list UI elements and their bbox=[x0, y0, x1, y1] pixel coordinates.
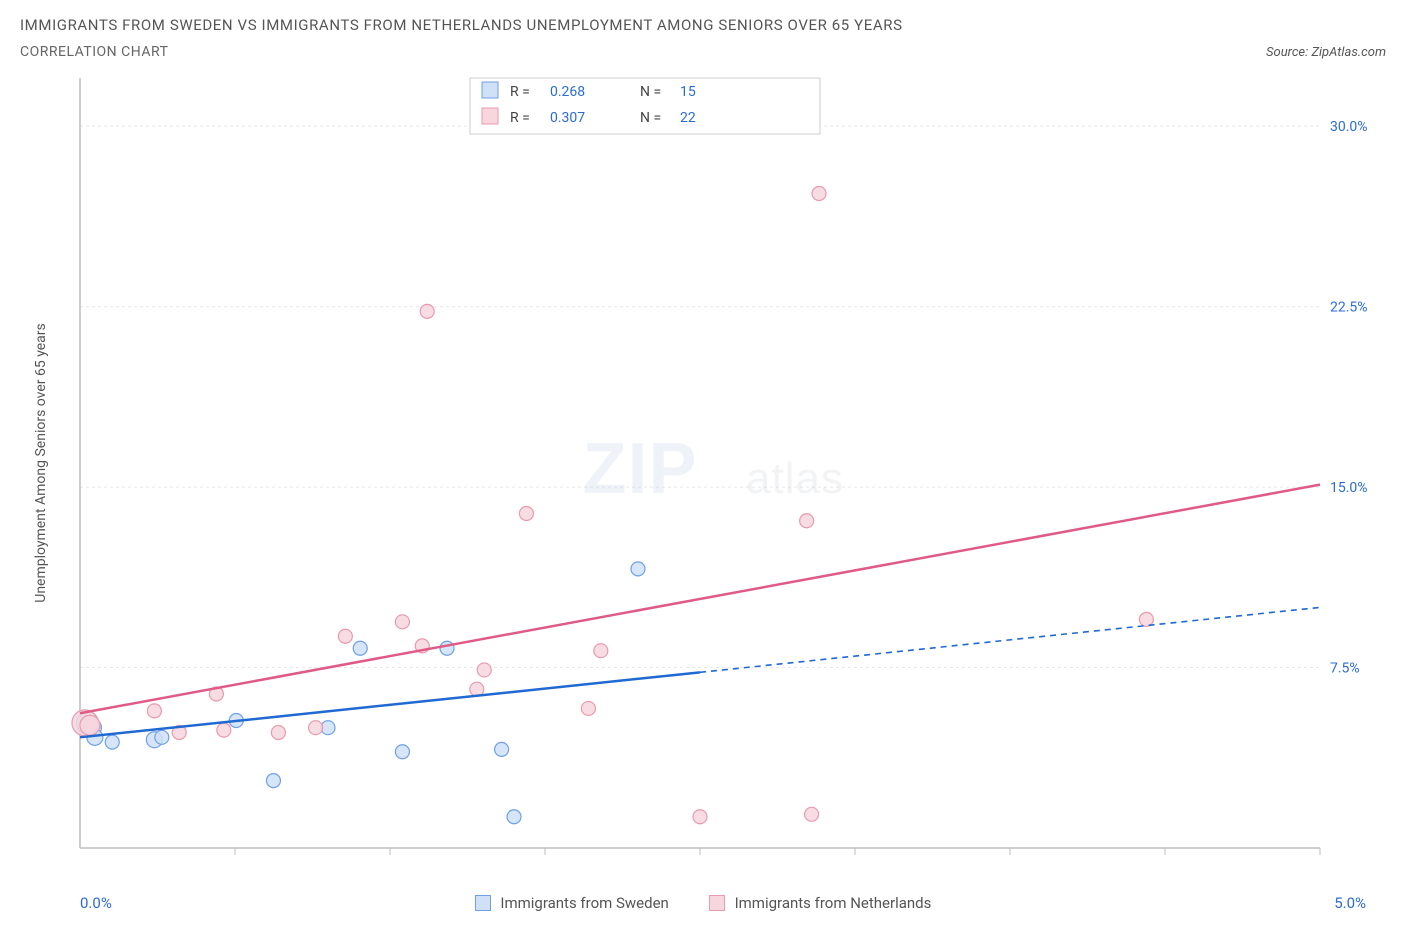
chart-header: IMMIGRANTS FROM SWEDEN VS IMMIGRANTS FRO… bbox=[20, 16, 1386, 60]
svg-text:15.0%: 15.0% bbox=[1330, 480, 1368, 496]
svg-text:ZIP: ZIP bbox=[582, 429, 697, 509]
x-axis-legend: 0.0% Immigrants from Sweden Immigrants f… bbox=[20, 894, 1386, 912]
swatch-netherlands bbox=[709, 895, 725, 911]
svg-text:22.5%: 22.5% bbox=[1330, 300, 1368, 316]
swatch-sweden bbox=[475, 895, 491, 911]
legend-label-sweden: Immigrants from Sweden bbox=[500, 894, 668, 912]
chart-title: IMMIGRANTS FROM SWEDEN VS IMMIGRANTS FRO… bbox=[20, 16, 903, 34]
legend-label-netherlands: Immigrants from Netherlands bbox=[735, 894, 932, 912]
svg-text:7.5%: 7.5% bbox=[1330, 661, 1360, 677]
svg-text:atlas: atlas bbox=[746, 454, 844, 503]
svg-text:15: 15 bbox=[680, 84, 696, 100]
svg-text:Unemployment Among Seniors ove: Unemployment Among Seniors over 65 years bbox=[33, 323, 49, 603]
svg-text:N =: N = bbox=[640, 110, 661, 126]
legend-item-sweden: Immigrants from Sweden bbox=[475, 894, 669, 912]
chart-container: 7.5% 15.0% 22.5% 30.0% ZIP atlas Unemployment … bbox=[20, 68, 1386, 888]
svg-text:0.307: 0.307 bbox=[550, 110, 585, 126]
x-max-label: 5.0% bbox=[1334, 894, 1366, 912]
svg-text:N =: N = bbox=[640, 84, 661, 100]
title-block: IMMIGRANTS FROM SWEDEN VS IMMIGRANTS FRO… bbox=[20, 16, 903, 60]
svg-text:R =: R = bbox=[510, 110, 530, 126]
svg-text:0.268: 0.268 bbox=[550, 84, 585, 100]
svg-text:R =: R = bbox=[510, 84, 530, 100]
source-attribution: Source: ZipAtlas.com bbox=[1266, 45, 1386, 60]
source-name: ZipAtlas.com bbox=[1311, 45, 1386, 60]
source-label: Source: bbox=[1266, 45, 1308, 60]
svg-text:30.0%: 30.0% bbox=[1330, 119, 1368, 135]
x-min-label: 0.0% bbox=[80, 894, 112, 912]
legend-item-netherlands: Immigrants from Netherlands bbox=[709, 894, 932, 912]
svg-text:22: 22 bbox=[680, 110, 696, 126]
chart-subtitle: CORRELATION CHART bbox=[20, 44, 903, 60]
correlation-scatter-chart: 7.5% 15.0% 22.5% 30.0% ZIP atlas Unemployment … bbox=[20, 68, 1386, 888]
